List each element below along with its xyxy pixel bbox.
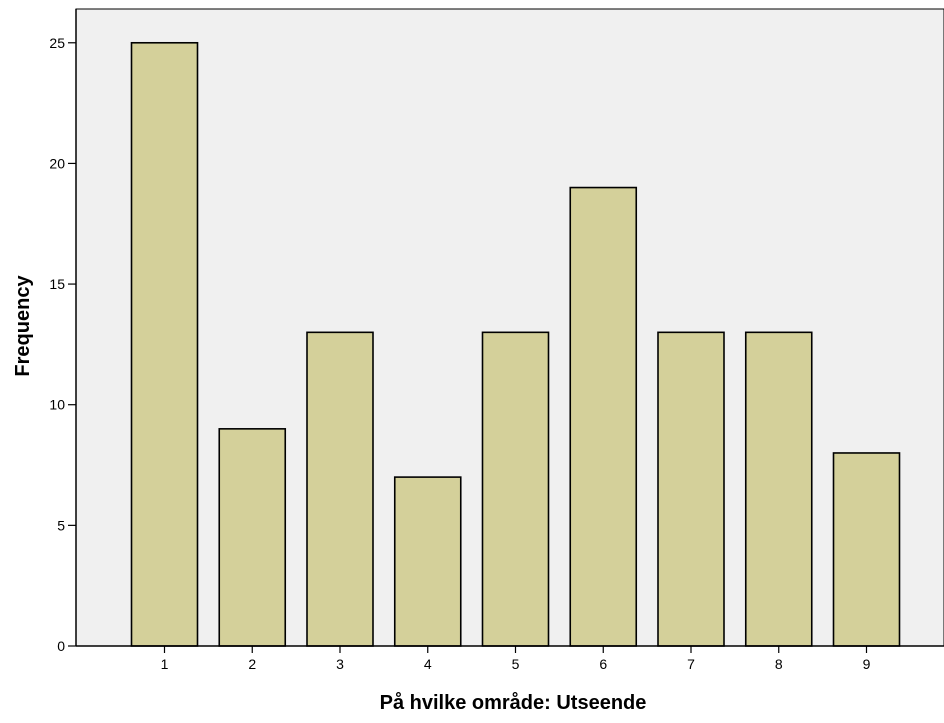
y-tick-label: 25 xyxy=(49,35,65,51)
x-tick-label: 3 xyxy=(336,656,344,672)
bar-8 xyxy=(744,331,813,647)
x-axis-ticks: 1 2 3 4 5 6 7 8 9 xyxy=(161,646,871,672)
x-tick-label: 9 xyxy=(863,656,871,672)
y-tick-label: 20 xyxy=(49,155,65,171)
y-tick-label: 5 xyxy=(57,517,65,533)
y-tick-label: 0 xyxy=(57,638,65,654)
bar-3 xyxy=(306,331,374,647)
x-tick-label: 6 xyxy=(599,656,607,672)
bar-6 xyxy=(569,186,638,647)
bar-2 xyxy=(218,428,287,647)
bar-4 xyxy=(393,476,462,647)
y-tick-label: 10 xyxy=(49,397,65,413)
axes xyxy=(75,9,944,647)
bars xyxy=(130,41,901,647)
bar-1 xyxy=(130,41,199,647)
y-axis-title: Frequency xyxy=(12,275,34,377)
bar-5 xyxy=(481,331,550,647)
bar-7 xyxy=(657,331,725,647)
y-axis-ticks: 0 5 10 15 20 25 xyxy=(49,35,76,654)
y-tick-label: 15 xyxy=(49,276,65,292)
x-tick-label: 7 xyxy=(687,656,695,672)
x-tick-label: 2 xyxy=(248,656,256,672)
x-tick-label: 5 xyxy=(512,656,520,672)
x-tick-label: 8 xyxy=(775,656,783,672)
x-tick-label: 4 xyxy=(424,656,432,672)
x-axis-title: På hvilke område: Utseende xyxy=(380,691,647,714)
bar-9 xyxy=(832,452,901,647)
x-tick-label: 1 xyxy=(161,656,169,672)
